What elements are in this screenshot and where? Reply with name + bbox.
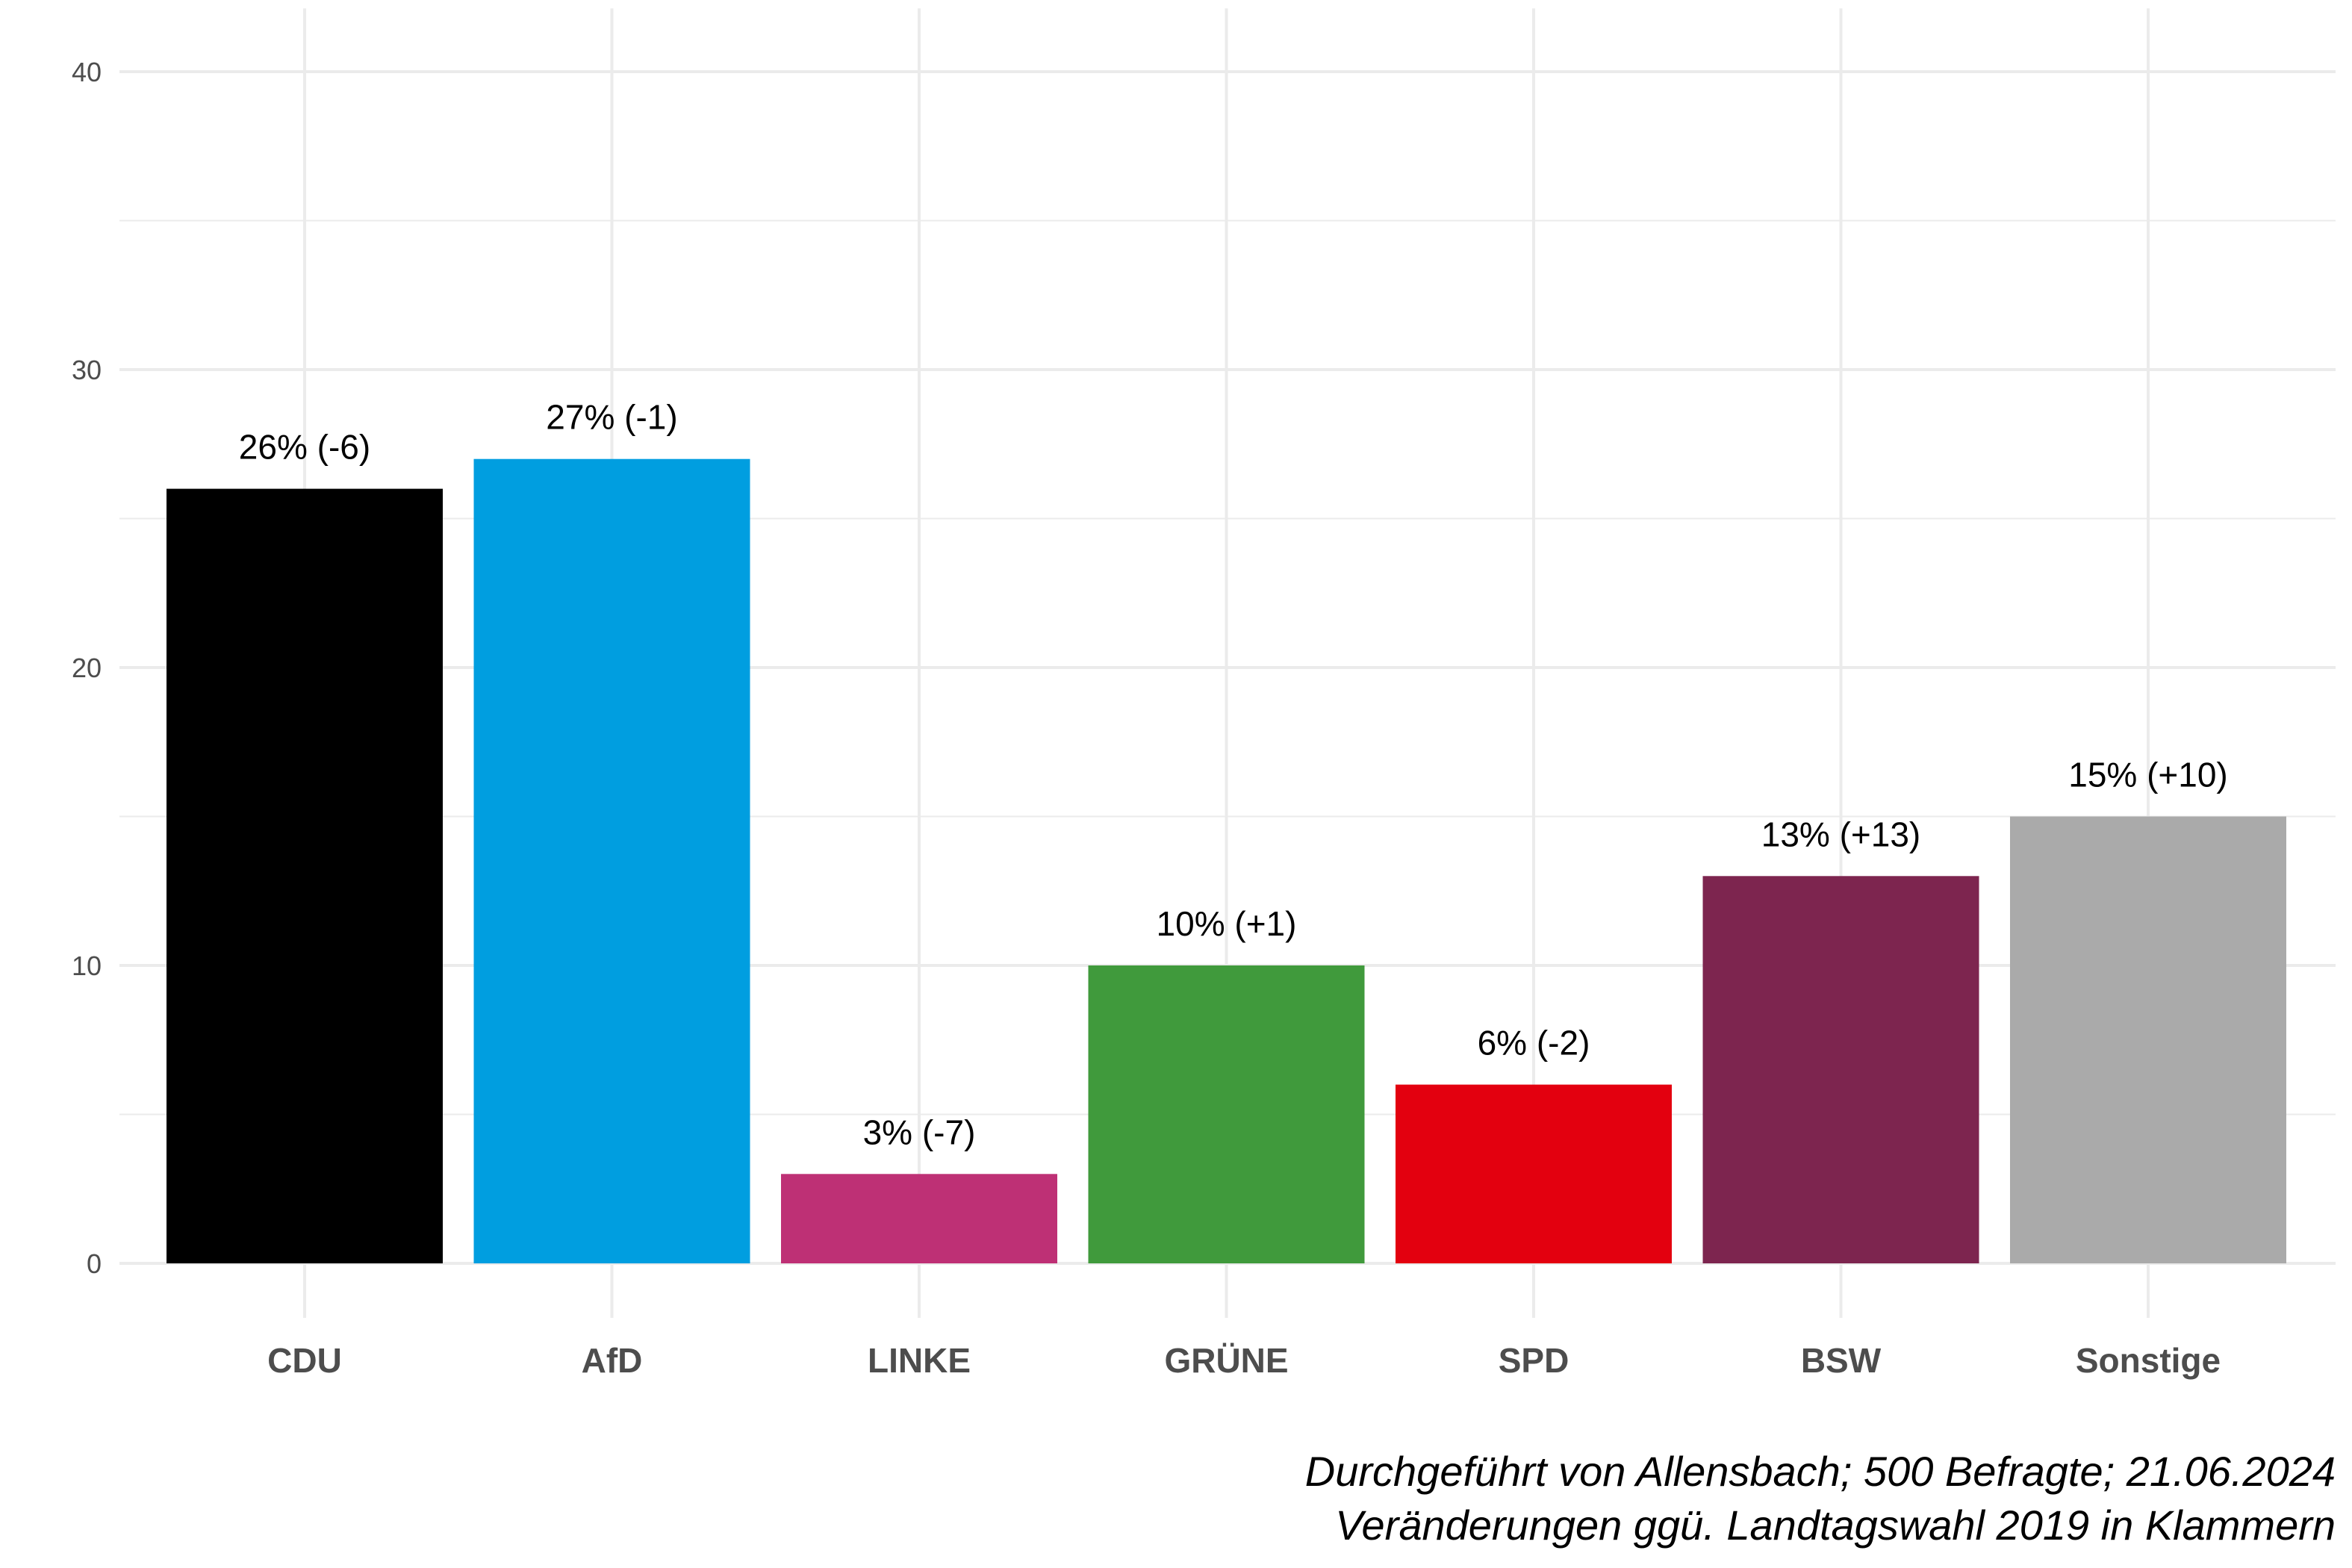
bar-grüne bbox=[1088, 965, 1365, 1263]
data-label-bsw: 13% (+13) bbox=[1761, 815, 1921, 853]
y-tick-label: 20 bbox=[72, 653, 102, 683]
y-tick-label: 40 bbox=[72, 57, 102, 87]
x-tick-label-cdu: CDU bbox=[267, 1341, 342, 1380]
caption-line-1: Durchgeführt von Allensbach; 500 Befragt… bbox=[1305, 1448, 2336, 1495]
x-tick-label-spd: SPD bbox=[1499, 1341, 1569, 1380]
data-label-spd: 6% (-2) bbox=[1478, 1024, 1590, 1063]
y-tick-label: 30 bbox=[72, 355, 102, 385]
y-axis-ticks: 0 10 20 30 40 bbox=[72, 57, 102, 1279]
data-label-grüne: 10% (+1) bbox=[1157, 904, 1297, 943]
x-axis-labels: CDU AfD LINKE GRÜNE SPD BSW Sonstige bbox=[267, 1341, 2221, 1380]
x-tick-label-afd: AfD bbox=[582, 1341, 643, 1380]
x-tick-label-sonstige: Sonstige bbox=[2076, 1341, 2221, 1380]
caption-line-2: Veränderungen ggü. Landtagswahl 2019 in … bbox=[1335, 1502, 2336, 1549]
x-tick-label-grüne: GRÜNE bbox=[1164, 1341, 1288, 1380]
data-label-linke: 3% (-7) bbox=[863, 1113, 976, 1151]
bar-spd bbox=[1396, 1084, 1672, 1263]
data-label-afd: 27% (-1) bbox=[546, 398, 677, 437]
bar-sonstige bbox=[2010, 816, 2286, 1263]
x-tick-label-bsw: BSW bbox=[1801, 1341, 1882, 1380]
bar-bsw bbox=[1702, 876, 1979, 1263]
data-label-sonstige: 15% (+10) bbox=[2068, 756, 2228, 794]
caption: Durchgeführt von Allensbach; 500 Befragt… bbox=[1305, 1448, 2336, 1549]
x-tick-label-linke: LINKE bbox=[868, 1341, 971, 1380]
y-tick-label: 10 bbox=[72, 951, 102, 981]
bar-linke bbox=[781, 1174, 1057, 1263]
y-tick-label: 0 bbox=[87, 1248, 102, 1279]
bar-afd bbox=[473, 458, 750, 1264]
bar-cdu bbox=[167, 488, 443, 1263]
data-labels: 26% (-6) 27% (-1) 3% (-7) 10% (+1) 6% (-2) 13… bbox=[239, 398, 2228, 1152]
bars bbox=[167, 458, 2286, 1264]
data-label-cdu: 26% (-6) bbox=[239, 428, 370, 467]
